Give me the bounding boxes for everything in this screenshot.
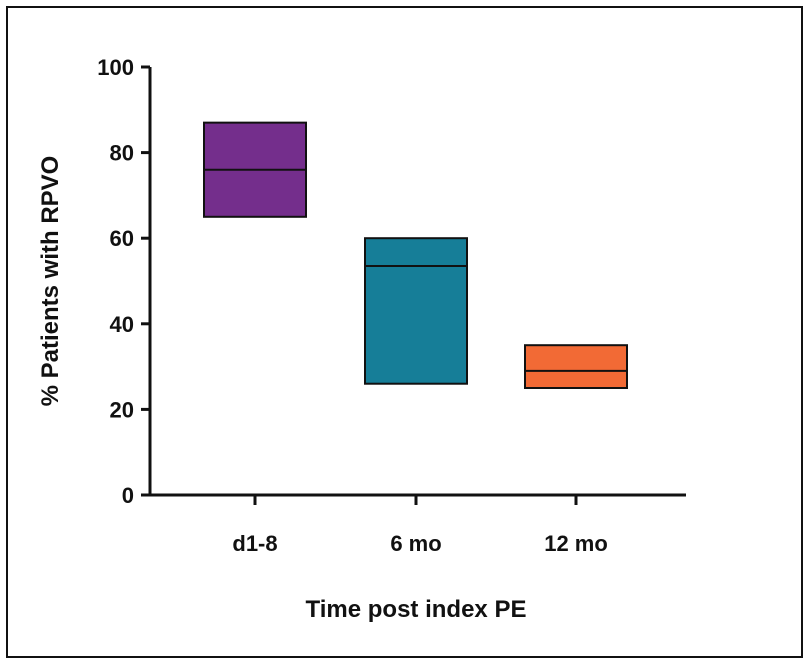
x-tick-label: 12 mo [544, 531, 608, 556]
y-ticks: 0 20 40 60 80 100 [97, 55, 150, 508]
x-tick-label: 6 mo [390, 531, 441, 556]
y-tick-label: 100 [97, 55, 134, 80]
x-axis-title: Time post index PE [306, 596, 527, 623]
y-tick-label: 0 [122, 483, 134, 508]
y-axis-title: % Patients with RPVO [37, 156, 64, 407]
y-tick-label: 60 [110, 226, 134, 251]
y-tick-label: 80 [110, 141, 134, 166]
box-2 [524, 344, 628, 390]
y-tick-label: 20 [110, 397, 134, 422]
x-ticks: d1-8 6 mo 12 mo [232, 495, 608, 556]
axes-layer [148, 67, 686, 497]
x-tick-label: d1-8 [232, 531, 277, 556]
boxes-layer [203, 121, 628, 390]
y-tick-label: 40 [110, 312, 134, 337]
box-1 [364, 237, 468, 385]
